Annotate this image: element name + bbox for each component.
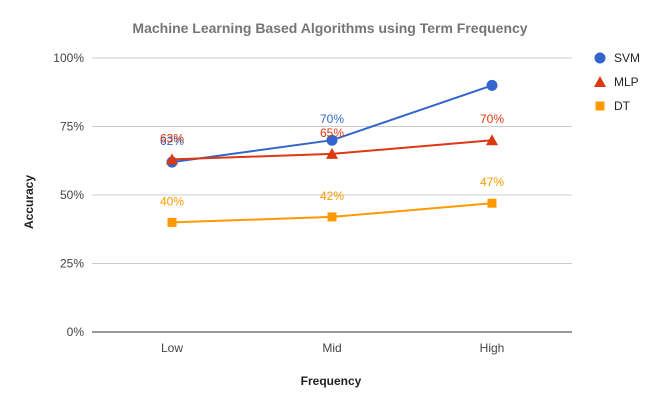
y-tick-label: 25% bbox=[60, 257, 84, 271]
legend-item-svm: SVM bbox=[594, 51, 640, 65]
x-tick-label: High bbox=[480, 341, 505, 355]
series-dt bbox=[167, 198, 497, 227]
data-point bbox=[327, 212, 337, 222]
data-label: 62% bbox=[160, 134, 184, 148]
legend-label: MLP bbox=[614, 75, 639, 89]
data-point bbox=[167, 217, 177, 227]
legend-swatch bbox=[594, 52, 606, 64]
series-mlp bbox=[166, 134, 498, 165]
legend-item-mlp: MLP bbox=[594, 75, 639, 89]
y-axis-title: Accuracy bbox=[22, 175, 36, 229]
x-tick-label: Low bbox=[161, 341, 183, 355]
chart-title: Machine Learning Based Algorithms using … bbox=[132, 20, 527, 36]
data-point bbox=[166, 153, 178, 165]
y-tick-label: 50% bbox=[60, 188, 84, 202]
data-labels: 62%70%63% 65%70%40% 42%47% bbox=[160, 112, 504, 208]
x-axis-ticks: Low Mid High bbox=[161, 341, 504, 355]
y-tick-label: 75% bbox=[60, 120, 84, 134]
gridlines bbox=[92, 57, 572, 333]
y-tick-label: 100% bbox=[53, 51, 84, 65]
data-point bbox=[486, 79, 498, 91]
legend-item-dt: DT bbox=[595, 99, 631, 113]
x-axis-title: Frequency bbox=[301, 374, 362, 388]
data-label: 40% bbox=[160, 194, 184, 208]
data-label: 65% bbox=[320, 126, 344, 140]
legend-swatch bbox=[594, 76, 606, 87]
data-label: 70% bbox=[320, 112, 344, 126]
x-tick-label: Mid bbox=[322, 341, 341, 355]
legend: SVM MLP DT bbox=[594, 51, 640, 113]
legend-label: DT bbox=[614, 99, 631, 113]
series bbox=[166, 79, 498, 227]
y-axis-ticks: 0% 25% 50% 75% 100% bbox=[53, 51, 84, 339]
data-point bbox=[326, 134, 338, 146]
data-label: 42% bbox=[320, 189, 344, 203]
data-point bbox=[486, 134, 498, 146]
legend-label: SVM bbox=[614, 51, 640, 65]
y-tick-label: 0% bbox=[67, 325, 85, 339]
data-label: 63% bbox=[160, 131, 184, 145]
data-label: 70% bbox=[480, 112, 504, 126]
data-point bbox=[326, 147, 338, 159]
legend-swatch bbox=[595, 101, 605, 111]
data-label: 47% bbox=[480, 175, 504, 189]
data-point bbox=[487, 198, 497, 208]
